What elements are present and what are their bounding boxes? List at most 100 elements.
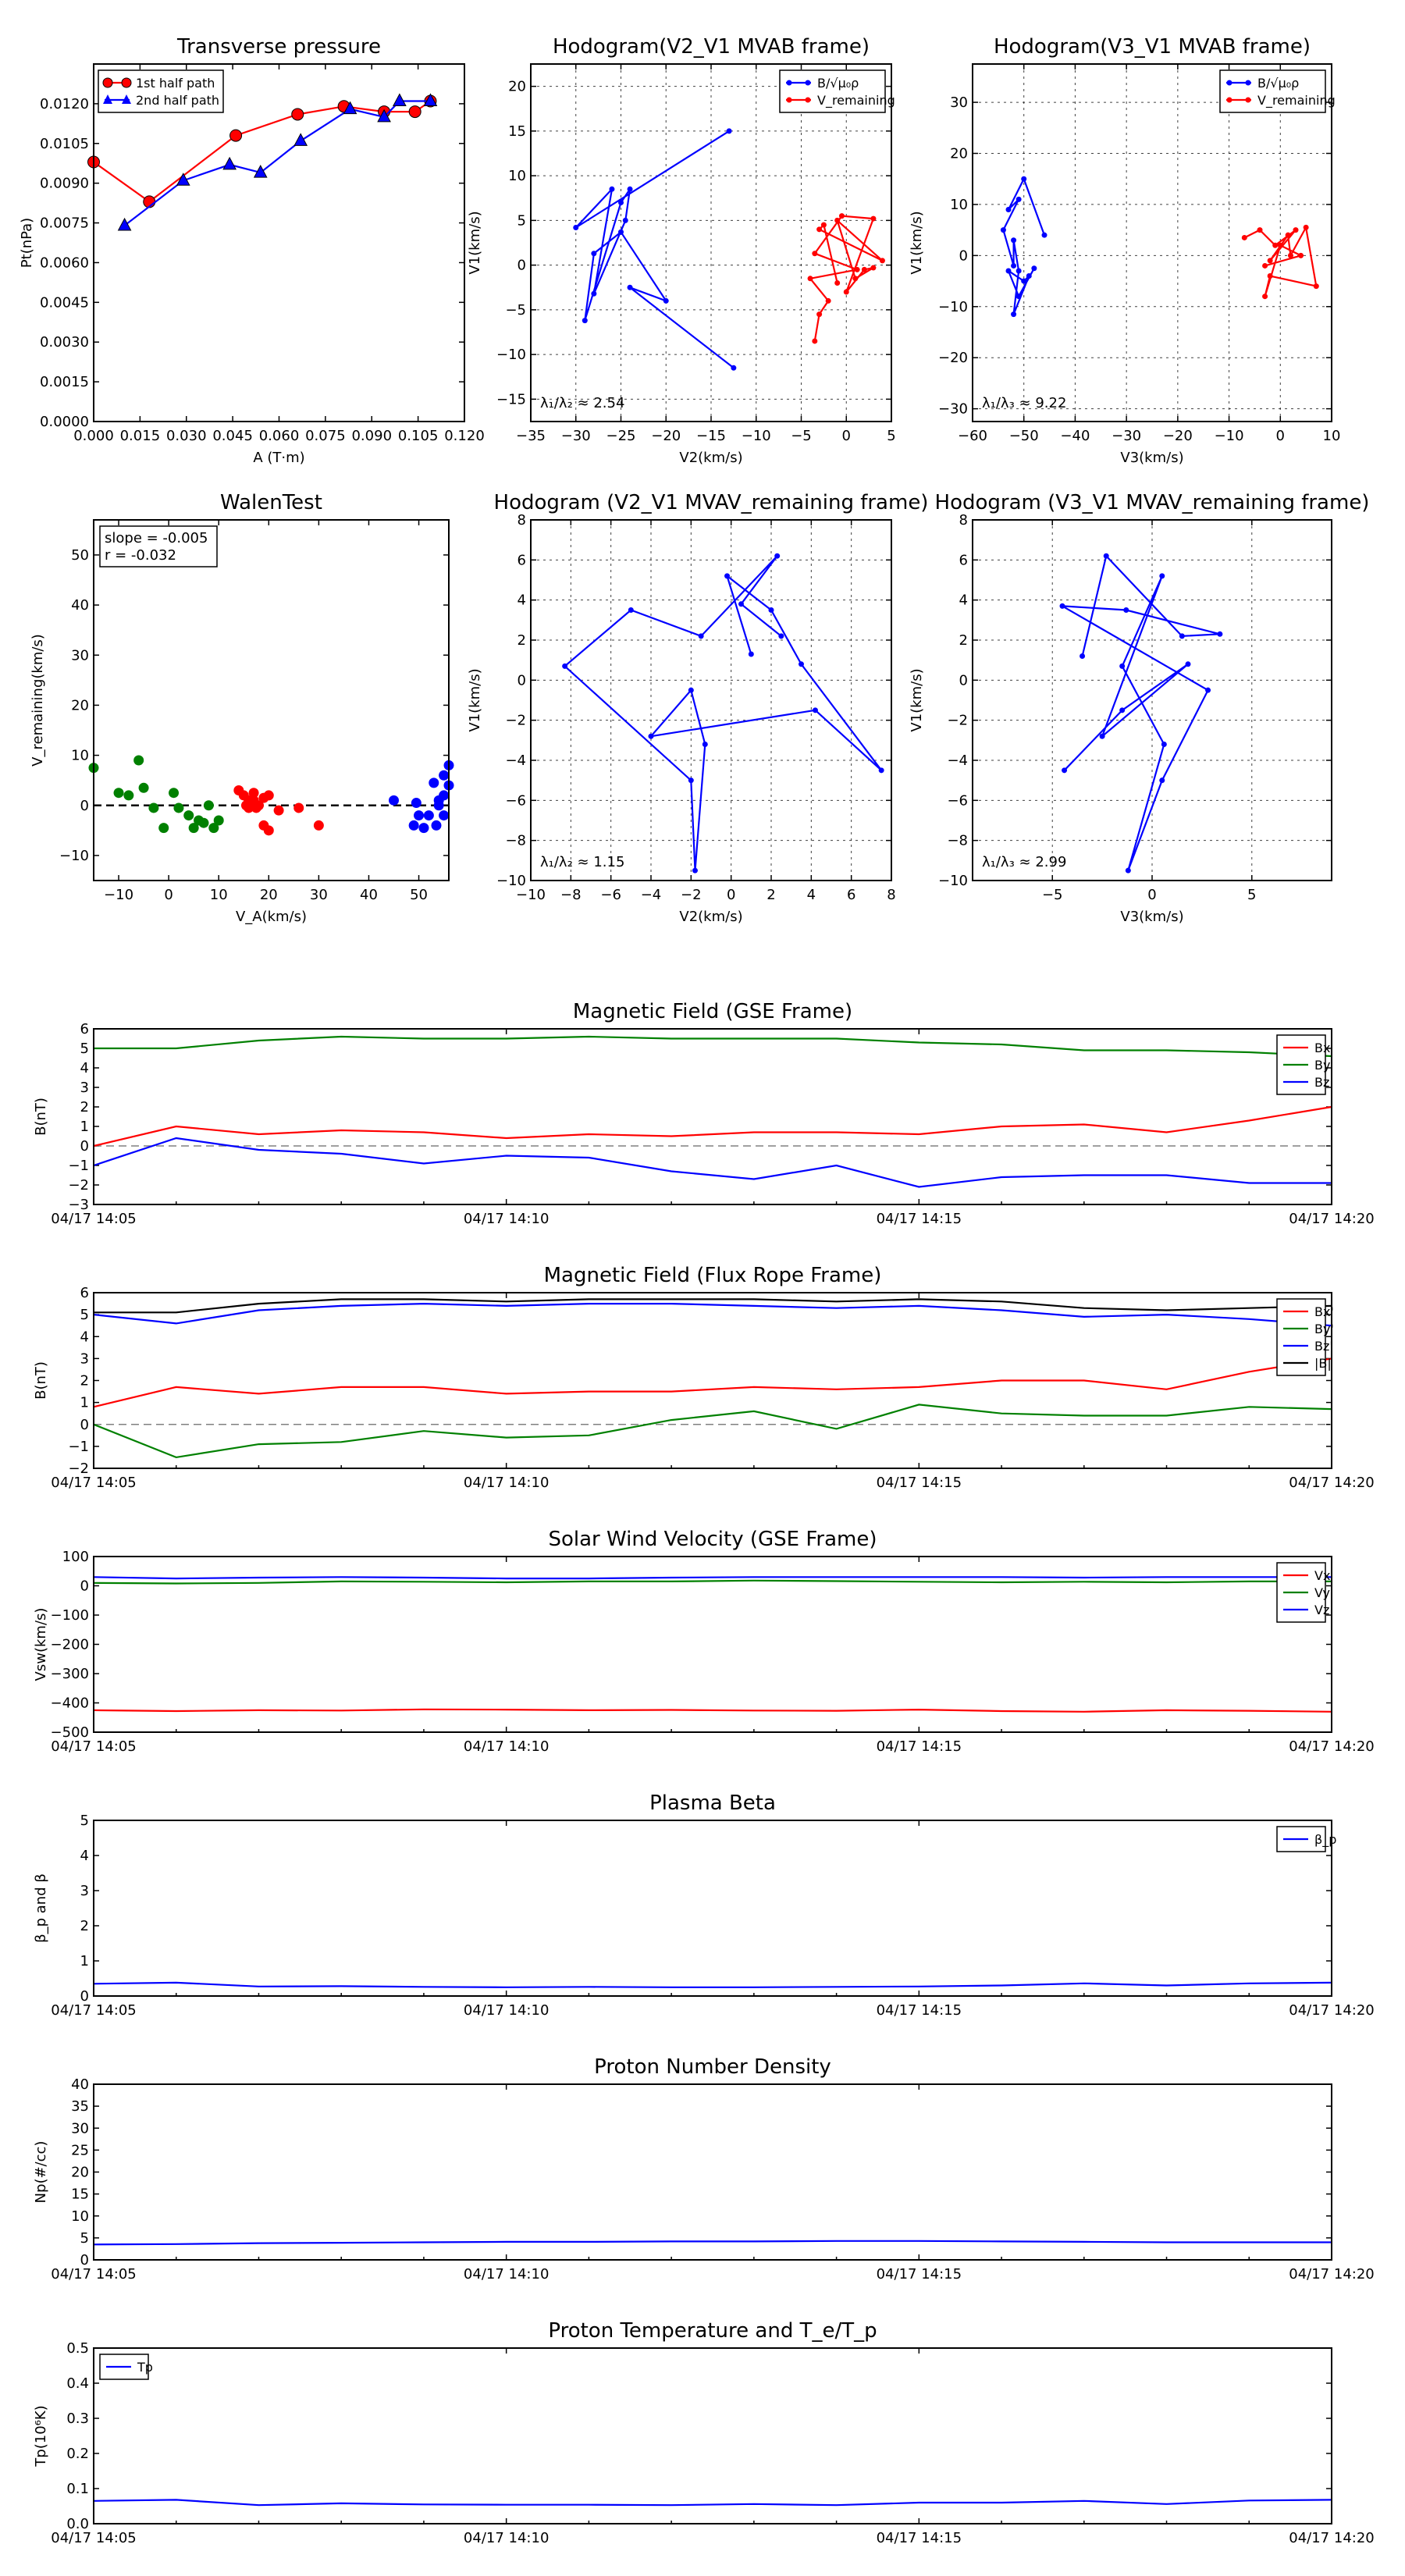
legend-marker [1226, 97, 1232, 103]
y-tick-label: 25 [71, 2142, 89, 2158]
data-point [293, 802, 304, 813]
y-tick-label: 0.0030 [40, 334, 89, 350]
data-point [1103, 553, 1109, 559]
series-line-tp [93, 2499, 1332, 2507]
y-tick-label: 0.0090 [40, 176, 89, 192]
chart-panel-6: Hodogram (V3_V1 MVAV_remaining frame) −10… [909, 491, 1369, 925]
legend: 1st half path 2nd half path [98, 69, 224, 113]
data-point [1005, 206, 1012, 212]
y-tick-label: 10 [508, 168, 526, 184]
x-tick-label: 4 [807, 887, 816, 903]
x-tick-label: −10 [1215, 428, 1244, 444]
data-point [816, 226, 823, 233]
data-point [854, 266, 860, 272]
x-tick-label: −25 [606, 428, 636, 444]
x-tick-label: −10 [104, 887, 133, 903]
plot-frame [972, 63, 1332, 422]
x-tick-label: −60 [958, 428, 987, 444]
data-point [291, 108, 304, 121]
x-tick-label: 0.015 [120, 428, 161, 444]
series-line-vy [93, 1579, 1332, 1585]
plot-frame [93, 1556, 1332, 1733]
x-tick-label: 10 [1323, 428, 1341, 444]
legend-entry-label: Bz' [1314, 1339, 1333, 1354]
y-tick-label: 2 [959, 632, 968, 649]
data-point [1119, 663, 1126, 669]
y-tick-label: 8 [959, 512, 968, 528]
y-tick-label: 0 [80, 798, 89, 814]
series-line-bz [93, 1137, 1332, 1188]
data-point [1016, 196, 1022, 202]
y-tick-label: −10 [938, 299, 968, 315]
legend-entry-label: Bx [1314, 1041, 1330, 1055]
data-point [203, 800, 214, 811]
x-axis-label: V_A(km/s) [236, 909, 307, 925]
legend-entry-label: V_remaining [1257, 93, 1336, 109]
data-point [411, 798, 422, 809]
y-axis-label: Vsw(km/s) [33, 1608, 49, 1681]
eigenvalue-ratio-annotation: λ₁/λ₂ ≈ 2.54 [540, 395, 624, 411]
y-axis-label: V1(km/s) [909, 211, 925, 274]
data-point [1099, 733, 1105, 739]
data-point [692, 867, 698, 873]
x-tick-label: 40 [360, 887, 378, 903]
data-point [169, 788, 180, 799]
data-point [768, 607, 774, 613]
legend: β_p [1276, 1826, 1336, 1852]
chart-panel-12: Proton Temperature and T_e/T_p 0.0 0.1 0.2 0… [33, 2319, 1375, 2546]
data-point [429, 777, 439, 788]
data-point [702, 741, 708, 747]
plot-frame [93, 2083, 1332, 2261]
plot-frame [93, 2347, 1332, 2524]
data-point [1016, 294, 1022, 300]
y-tick-label: −10 [496, 347, 526, 363]
data-point [748, 651, 754, 657]
chart-title: Proton Temperature and T_e/T_p [548, 2319, 877, 2343]
data-point [293, 133, 308, 146]
y-tick-label: −300 [51, 1666, 89, 1682]
x-tick-label: 0.105 [398, 428, 439, 444]
y-tick-label: −6 [947, 792, 968, 809]
data-point [1119, 707, 1126, 713]
legend-entry-label: V_remaining [817, 93, 895, 109]
y-tick-label: 35 [71, 2098, 89, 2115]
chart-panel-4: WalenTest −10 0 10 20 30 40 50 −10 0 10 20 30 40 50 V_A… [30, 491, 454, 925]
legend-entry-label: 1st half path [136, 76, 215, 91]
x-tick-label: 04/17 14:10 [464, 2266, 549, 2282]
y-tick-label: −15 [496, 391, 526, 407]
plot-frame [93, 1292, 1332, 1469]
x-tick-label: 04/17 14:20 [1289, 1211, 1374, 1227]
data-point [628, 607, 634, 613]
y-axis-label: Np(#/cc) [33, 2141, 49, 2204]
y-tick-label: 10 [950, 197, 968, 213]
x-axis-label: V3(km/s) [1120, 450, 1183, 466]
legend-entry-label: Bz [1314, 1075, 1329, 1090]
legend: Bx By Bz [1276, 1034, 1330, 1095]
y-tick-label: −100 [51, 1607, 89, 1624]
y-tick-label: 1 [80, 1953, 89, 1969]
y-axis-label: B(nT) [33, 1098, 49, 1136]
y-tick-label: 4 [518, 592, 526, 609]
chart-panel-10: Plasma Beta 0 1 2 3 4 5 04/17 14:05 04/17 14:10 0… [33, 1791, 1375, 2019]
x-tick-label: 04/17 14:10 [464, 1211, 549, 1227]
data-point [820, 222, 827, 228]
legend-marker [1245, 97, 1251, 103]
x-tick-label: 04/17 14:05 [51, 1211, 136, 1227]
y-tick-label: 5 [80, 1041, 89, 1057]
y-tick-label: −400 [51, 1695, 89, 1712]
series-line--b- [94, 1298, 1332, 1314]
chart-panel-9: Solar Wind Velocity (GSE Frame) −500 −400 −… [33, 1528, 1375, 1755]
data-point [834, 280, 841, 286]
data-point [843, 289, 849, 295]
chart-panel-1: Transverse pressure 0.0000 0.0015 0.0030 0.0… [19, 35, 485, 466]
y-tick-label: 30 [950, 94, 968, 111]
data-point [724, 573, 731, 579]
y-tick-label: 5 [518, 212, 526, 229]
y-tick-label: 0.0000 [40, 414, 89, 430]
data-point [117, 217, 132, 231]
data-point [431, 820, 442, 831]
data-point [1125, 867, 1131, 873]
data-point [1000, 227, 1006, 233]
data-point [1267, 258, 1273, 264]
data-point [870, 215, 877, 222]
